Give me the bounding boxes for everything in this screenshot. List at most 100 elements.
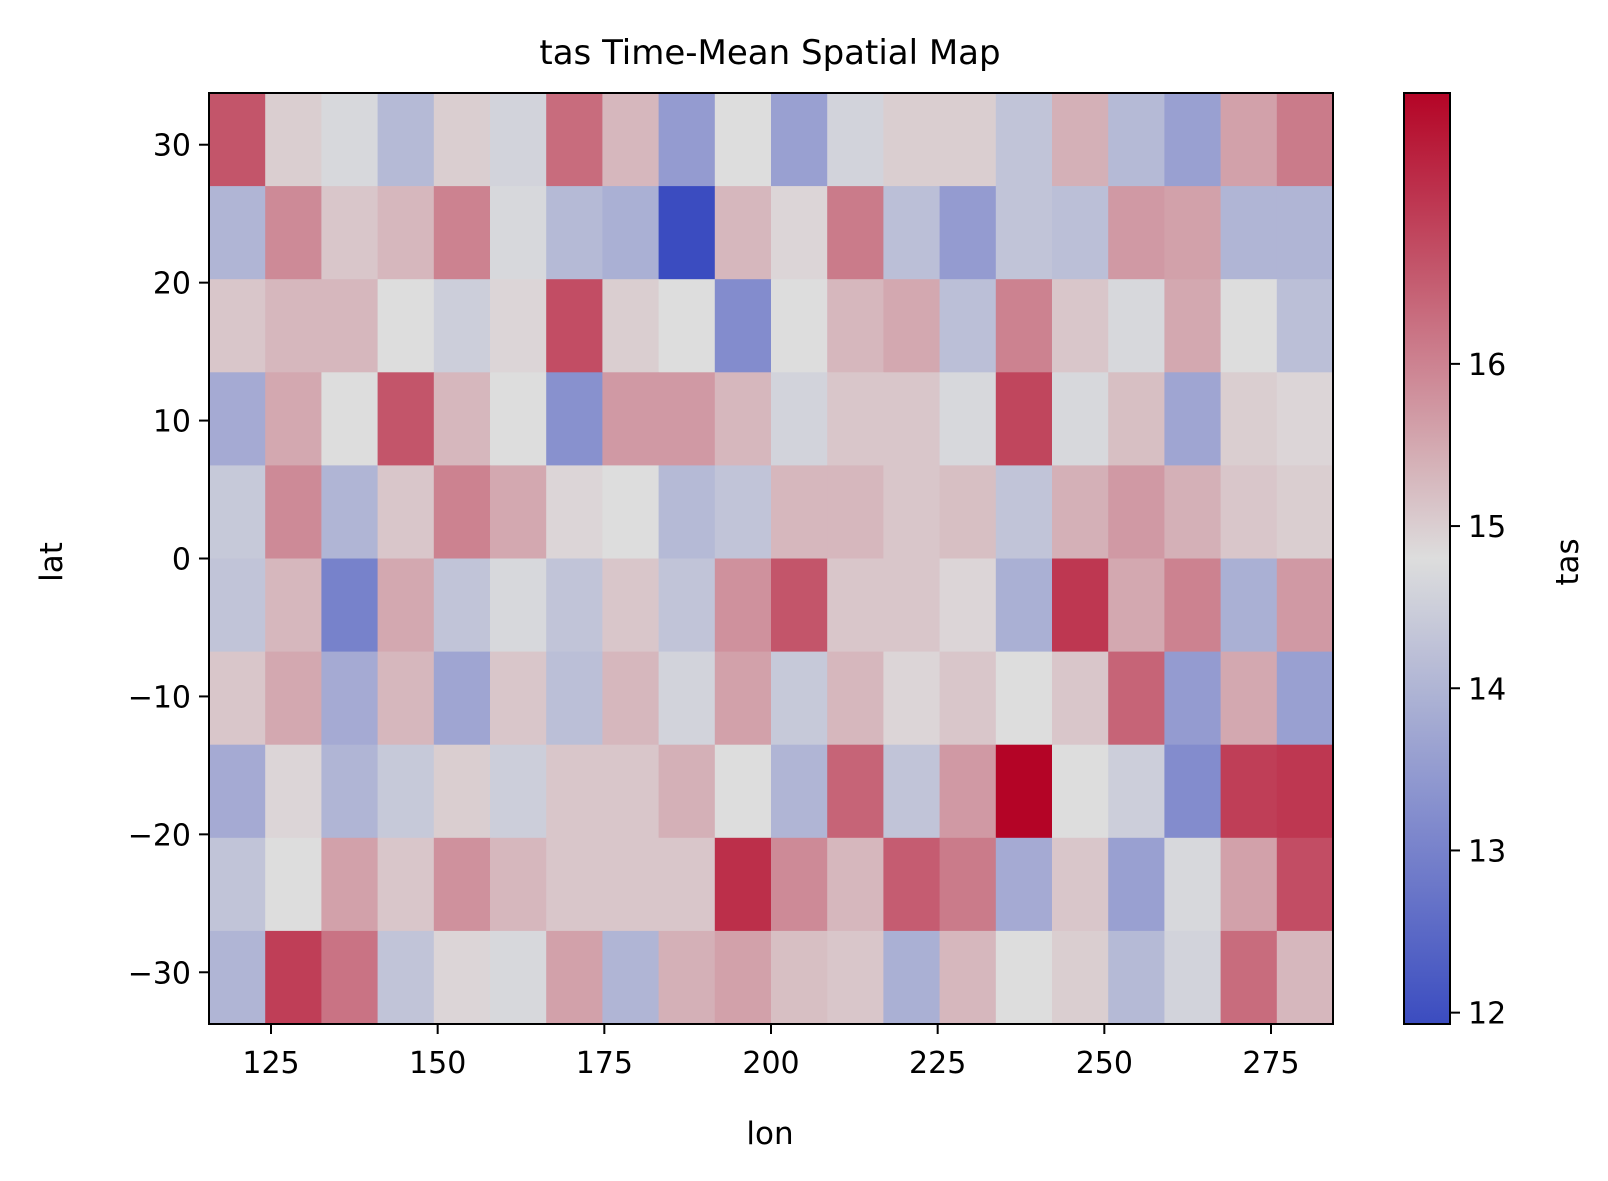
heatmap-cell: [995, 279, 1053, 373]
heatmap-cell: [827, 372, 884, 466]
heatmap-cell: [658, 279, 716, 373]
heatmap-cell: [602, 744, 660, 839]
heatmap-cell: [714, 186, 772, 280]
heatmap-cell: [1052, 186, 1109, 280]
heatmap-cell: [209, 930, 266, 1025]
heatmap-cell: [490, 837, 547, 932]
heatmap-cell: [209, 837, 266, 932]
heatmap-cell: [546, 465, 603, 560]
colorbar-label: tas: [1550, 538, 1586, 585]
heatmap-cell: [714, 465, 772, 560]
heatmap-cell: [1108, 930, 1165, 1025]
heatmap-cell: [209, 186, 266, 280]
heatmap-cell: [377, 279, 435, 373]
x-axis: 125 150 175 200 225 250 275: [242, 1024, 1300, 1081]
heatmap-cell: [209, 744, 266, 839]
heatmap-cell: [714, 279, 772, 373]
heatmap-cell: [883, 186, 941, 280]
colorbar-tick-label: 13: [1468, 834, 1506, 869]
heatmap-cell: [433, 93, 491, 187]
heatmap-cell: [1164, 837, 1222, 932]
heatmap-cell: [1108, 372, 1165, 466]
heatmap-cell: [1220, 651, 1278, 746]
heatmap-cell: [1220, 372, 1278, 466]
heatmap-cell: [1108, 558, 1165, 653]
heatmap-cell: [1276, 930, 1334, 1025]
heatmap-cell: [490, 372, 547, 466]
heatmap-cell: [1164, 744, 1222, 839]
heatmap-cell: [1108, 744, 1165, 839]
heatmap-cell: [1276, 837, 1334, 932]
heatmap-cell: [209, 465, 266, 560]
heatmap-cell: [1164, 279, 1222, 373]
heatmap-cell: [546, 93, 603, 187]
heatmap-cell: [1276, 372, 1334, 466]
heatmap-cell: [433, 465, 491, 560]
heatmap-cell: [321, 651, 379, 746]
y-tick-label: −20: [128, 818, 191, 853]
heatmap-cell: [433, 837, 491, 932]
heatmap-cell: [546, 744, 603, 839]
heatmap-cell: [377, 558, 435, 653]
heatmap-cell: [1220, 744, 1278, 839]
heatmap-cell: [433, 651, 491, 746]
colorbar-axis: 12 13 14 15 16: [1450, 348, 1506, 1032]
heatmap-cell: [1164, 651, 1222, 746]
heatmap-cell: [1108, 837, 1165, 932]
heatmap-cell: [658, 651, 716, 746]
heatmap-cell: [209, 93, 266, 187]
heatmap-cell: [602, 93, 660, 187]
heatmap-cell: [771, 558, 828, 653]
heatmap-cell: [939, 651, 997, 746]
heatmap-cell: [883, 279, 941, 373]
heatmap-cell: [995, 651, 1053, 746]
heatmap-cell: [827, 558, 884, 653]
heatmap-cell: [714, 558, 772, 653]
heatmap-cell: [827, 465, 884, 560]
heatmap-cell: [1052, 372, 1109, 466]
heatmap-cell: [1220, 558, 1278, 653]
heatmap-cell: [995, 837, 1053, 932]
heatmap-cell: [377, 837, 435, 932]
heatmap-cell: [377, 372, 435, 466]
heatmap-cell: [827, 279, 884, 373]
heatmap-cell: [1052, 744, 1109, 839]
y-axis: 30 20 10 0 −10 −20 −30: [128, 129, 209, 991]
heatmap-cell: [714, 93, 772, 187]
heatmap-cell: [771, 837, 828, 932]
heatmap-cell: [1164, 186, 1222, 280]
colorbar-tick-label: 14: [1468, 672, 1506, 707]
heatmap-cell: [265, 186, 322, 280]
heatmap-cell: [771, 93, 828, 187]
heatmap-cell: [1220, 930, 1278, 1025]
y-tick-label: 0: [172, 543, 191, 578]
heatmap-cell: [490, 651, 547, 746]
heatmap-cell: [883, 465, 941, 560]
heatmap-cell: [1220, 837, 1278, 932]
heatmap-cell: [377, 744, 435, 839]
heatmap-cell: [939, 279, 997, 373]
heatmap-cell: [1052, 837, 1109, 932]
heatmap-cell: [321, 279, 379, 373]
heatmap-cell: [939, 186, 997, 280]
heatmap-cell: [827, 930, 884, 1025]
heatmap-cell: [883, 930, 941, 1025]
heatmap-cell: [377, 651, 435, 746]
heatmap-cell: [658, 837, 716, 932]
heatmap-cell: [1052, 465, 1109, 560]
heatmap-cell: [658, 372, 716, 466]
heatmap-cell: [995, 465, 1053, 560]
x-tick-label: 250: [1076, 1046, 1133, 1081]
heatmap-cell: [1276, 186, 1334, 280]
heatmap-cell: [1108, 279, 1165, 373]
heatmap-cell: [265, 930, 322, 1025]
heatmap-cell: [433, 558, 491, 653]
heatmap-cell: [1164, 372, 1222, 466]
x-tick-label: 175: [576, 1046, 633, 1081]
heatmap-cell: [321, 837, 379, 932]
heatmap-cell: [490, 186, 547, 280]
heatmap-cell: [377, 930, 435, 1025]
heatmap-cell: [265, 465, 322, 560]
heatmap-cell: [1276, 465, 1334, 560]
heatmap-cell: [602, 930, 660, 1025]
